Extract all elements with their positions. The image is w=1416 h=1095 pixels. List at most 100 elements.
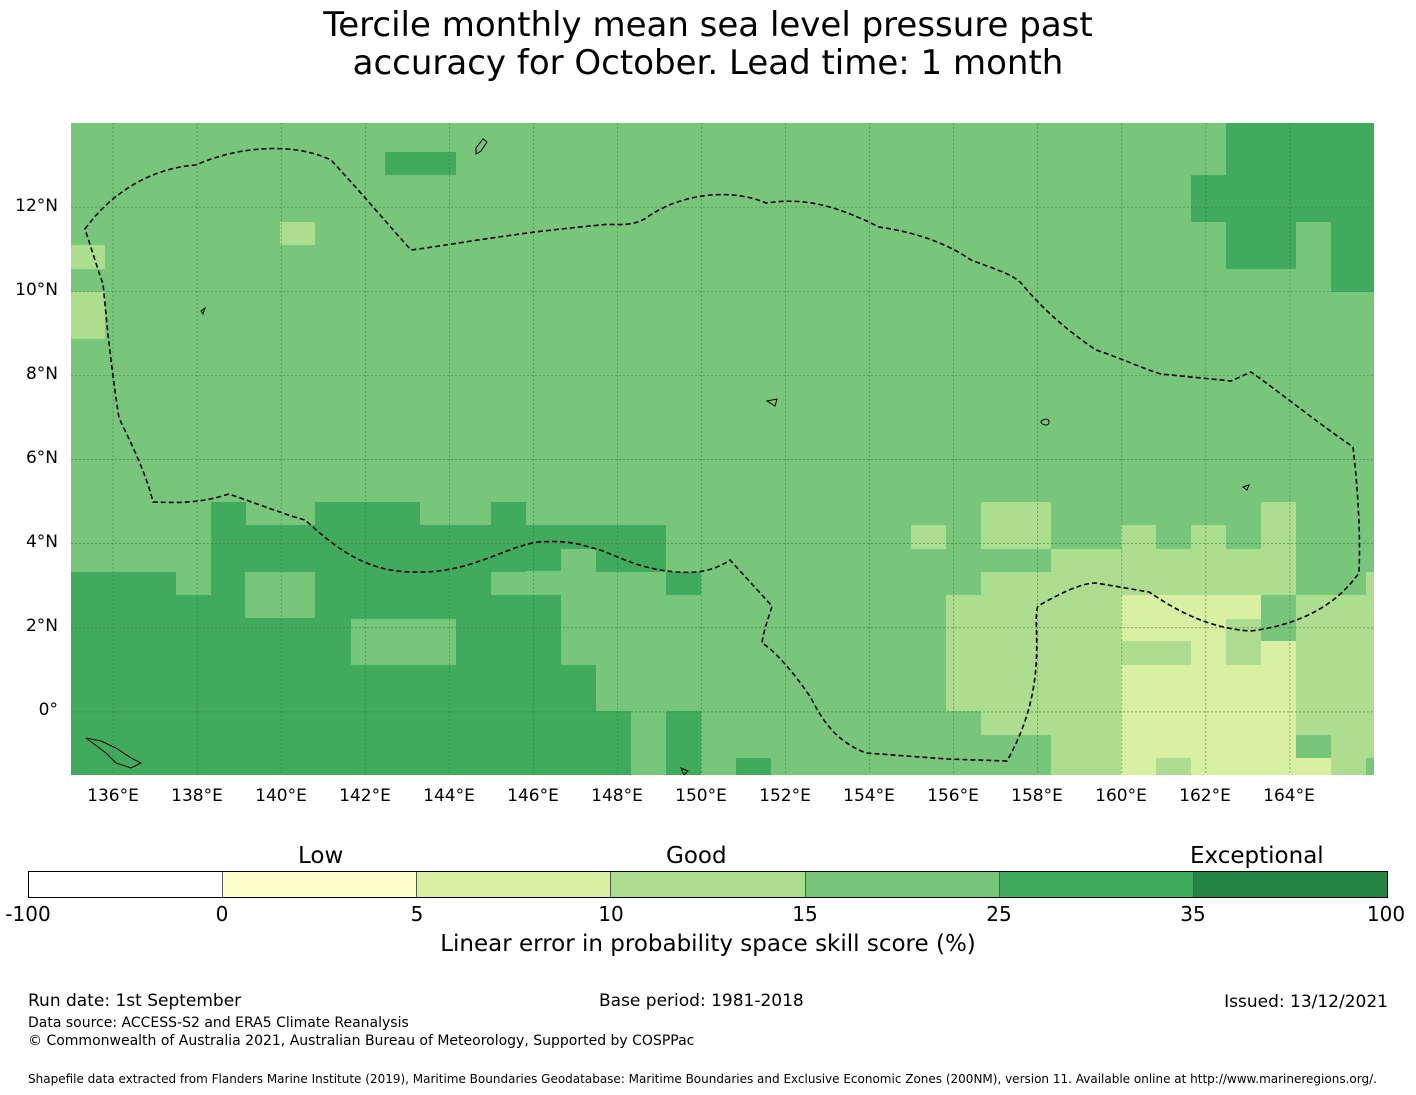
island: [1040, 418, 1050, 426]
colorbar-tick: 15: [792, 902, 818, 926]
cell: [491, 572, 526, 595]
cell: [280, 222, 315, 245]
cell: [1156, 758, 1191, 775]
cell: [526, 572, 561, 595]
island: [475, 138, 488, 155]
colorbar-tick: 5: [410, 902, 424, 926]
eez-boundary: [84, 147, 1361, 762]
cell: [666, 711, 701, 775]
cell: [666, 572, 701, 595]
lat-tick-label: 4°N: [25, 532, 58, 552]
cell: [385, 152, 456, 175]
cell: [561, 595, 596, 665]
cell: [1366, 572, 1374, 595]
lon-tick-label: 146°E: [507, 786, 559, 806]
cell: [1121, 525, 1156, 549]
cell: [1121, 665, 1296, 758]
cell: [1051, 549, 1296, 572]
colorbar-tick: 25: [986, 902, 1012, 926]
lon-tick-label: 148°E: [591, 786, 643, 806]
island: [765, 398, 778, 407]
cell: [1226, 222, 1296, 269]
lon-tick-label: 136°E: [87, 786, 139, 806]
lat-tick-label: 2°N: [25, 616, 58, 636]
run-date: Run date: 1st September: [28, 991, 242, 1011]
base-period: Base period: 1981-2018: [599, 991, 804, 1011]
cell: [631, 595, 666, 711]
cell: [1261, 595, 1296, 619]
island: [85, 737, 143, 769]
cell: [351, 619, 456, 665]
lon-tick-label: 154°E: [843, 786, 895, 806]
cell: [245, 572, 315, 618]
cell: [491, 502, 526, 549]
cell: [1121, 758, 1156, 775]
lon-tick-label: 142°E: [339, 786, 391, 806]
cell: [1191, 758, 1331, 775]
copyright: © Commonwealth of Australia 2021, Austra…: [28, 1033, 695, 1049]
cell: [526, 595, 561, 775]
island: [680, 767, 689, 775]
colorbar: [28, 871, 1388, 898]
cell: [211, 502, 246, 572]
lon-tick-label: 152°E: [759, 786, 811, 806]
lat-tick-label: 8°N: [25, 364, 58, 384]
colorbar-segment: [29, 872, 224, 897]
lon-tick-label: 162°E: [1179, 786, 1231, 806]
cell: [596, 595, 631, 711]
cell: [561, 549, 596, 595]
shapefile-credit: Shapefile data extracted from Flanders M…: [28, 1072, 1377, 1086]
legend-category-good: Good: [666, 843, 727, 869]
colorbar-tick: 0: [215, 902, 229, 926]
map-panel: [71, 123, 1374, 775]
island: [200, 306, 206, 316]
colorbar-segment: [1193, 872, 1387, 897]
colorbar-segment: [611, 872, 806, 897]
lon-tick-label: 160°E: [1095, 786, 1147, 806]
cell: [701, 758, 736, 775]
cell: [596, 549, 666, 572]
issued-date: Issued: 13/12/2021: [1224, 992, 1388, 1012]
lat-tick-label: 10°N: [15, 280, 58, 300]
lon-tick-label: 164°E: [1263, 786, 1315, 806]
legend-category-low: Low: [298, 843, 344, 869]
lon-tick-label: 156°E: [927, 786, 979, 806]
lon-tick-label: 158°E: [1011, 786, 1063, 806]
colorbar-tick: 10: [598, 902, 624, 926]
colorbar-tick: -100: [5, 902, 51, 926]
map-title: Tercile monthly mean sea level pressure …: [0, 6, 1416, 82]
skill-map: [71, 123, 1374, 775]
lon-tick-label: 150°E: [675, 786, 727, 806]
cell: [71, 292, 105, 339]
cell: [1191, 525, 1226, 549]
islands: [85, 138, 1250, 775]
colorbar-segment: [417, 872, 612, 897]
cell: [561, 665, 596, 775]
data-source: Data source: ACCESS-S2 and ERA5 Climate …: [28, 1015, 409, 1031]
legend-category-exceptional: Exceptional: [1190, 843, 1324, 869]
lat-tick-label: 6°N: [25, 448, 58, 468]
island: [1241, 484, 1250, 491]
colorbar-segment: [805, 872, 1000, 897]
lon-tick-label: 138°E: [171, 786, 223, 806]
lat-tick-label: 12°N: [15, 196, 58, 216]
cell: [176, 572, 211, 595]
cell: [1296, 735, 1331, 758]
cell: [1226, 123, 1374, 175]
colorbar-tick: 35: [1180, 902, 1206, 926]
lon-tick-label: 140°E: [255, 786, 307, 806]
skill-cells: [71, 123, 1374, 775]
cell: [981, 735, 1051, 775]
cell: [71, 245, 105, 269]
cell: [631, 711, 666, 775]
cell: [1331, 222, 1374, 292]
cell: [911, 525, 946, 549]
cell: [71, 572, 176, 775]
lat-tick-label: 0°: [38, 700, 58, 720]
graticule: [71, 123, 1374, 775]
cell: [1331, 572, 1366, 595]
colorbar-segment: [223, 872, 418, 897]
cell: [981, 502, 1051, 549]
colorbar-title: Linear error in probability space skill …: [440, 931, 976, 957]
cell: [1156, 641, 1191, 665]
